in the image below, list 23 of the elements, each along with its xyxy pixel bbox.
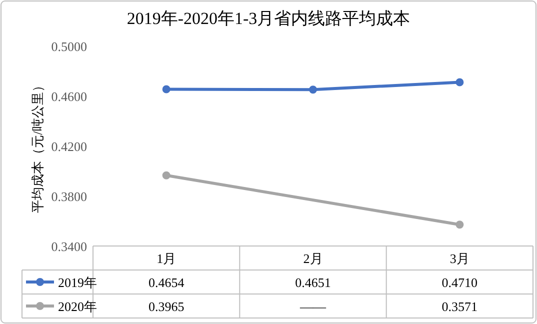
y-tick-label: 0.4200: [51, 139, 87, 154]
data-label: 0.4651: [295, 275, 331, 290]
legend-label: 2019年: [58, 275, 97, 290]
y-axis-title: 平均成本（元/吨公里）: [30, 79, 45, 213]
chart-title: 2019年-2020年1-3月省内线路平均成本: [126, 9, 410, 28]
point: [456, 220, 464, 229]
data-label: 0.4710: [442, 275, 478, 290]
data-label: 0.3571: [442, 299, 478, 314]
text: ——: [300, 299, 326, 314]
point: [162, 171, 170, 180]
y-tick-label: 0.5000: [51, 39, 87, 54]
y-tick-label: 0.4600: [51, 89, 87, 104]
y-tick-label: 0.3800: [51, 189, 87, 204]
x-tick-label: 1月: [156, 251, 176, 266]
point: [162, 85, 170, 94]
point: [456, 78, 464, 86]
legend-label: 2020年: [58, 299, 97, 314]
x-tick-label: 3月: [450, 251, 470, 266]
data-label: 0.4654: [148, 275, 185, 290]
x-tick-label: 2月: [303, 251, 323, 266]
y-tick-label: 0.3400: [51, 239, 87, 254]
data-label: 0.3965: [148, 299, 184, 314]
point: [309, 86, 317, 94]
